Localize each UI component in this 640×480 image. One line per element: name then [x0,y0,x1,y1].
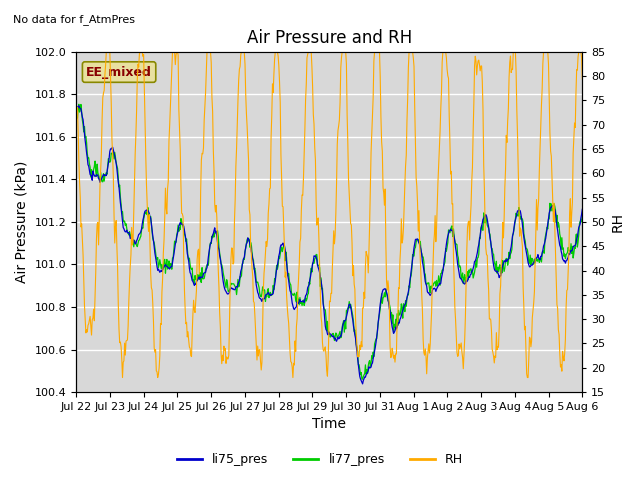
Legend: li75_pres, li77_pres, RH: li75_pres, li77_pres, RH [172,448,468,471]
X-axis label: Time: Time [312,418,346,432]
Y-axis label: Air Pressure (kPa): Air Pressure (kPa) [15,161,29,283]
Title: Air Pressure and RH: Air Pressure and RH [246,29,412,48]
Text: EE_mixed: EE_mixed [86,66,152,79]
Text: No data for f_AtmPres: No data for f_AtmPres [13,14,135,25]
Y-axis label: RH: RH [611,212,625,232]
